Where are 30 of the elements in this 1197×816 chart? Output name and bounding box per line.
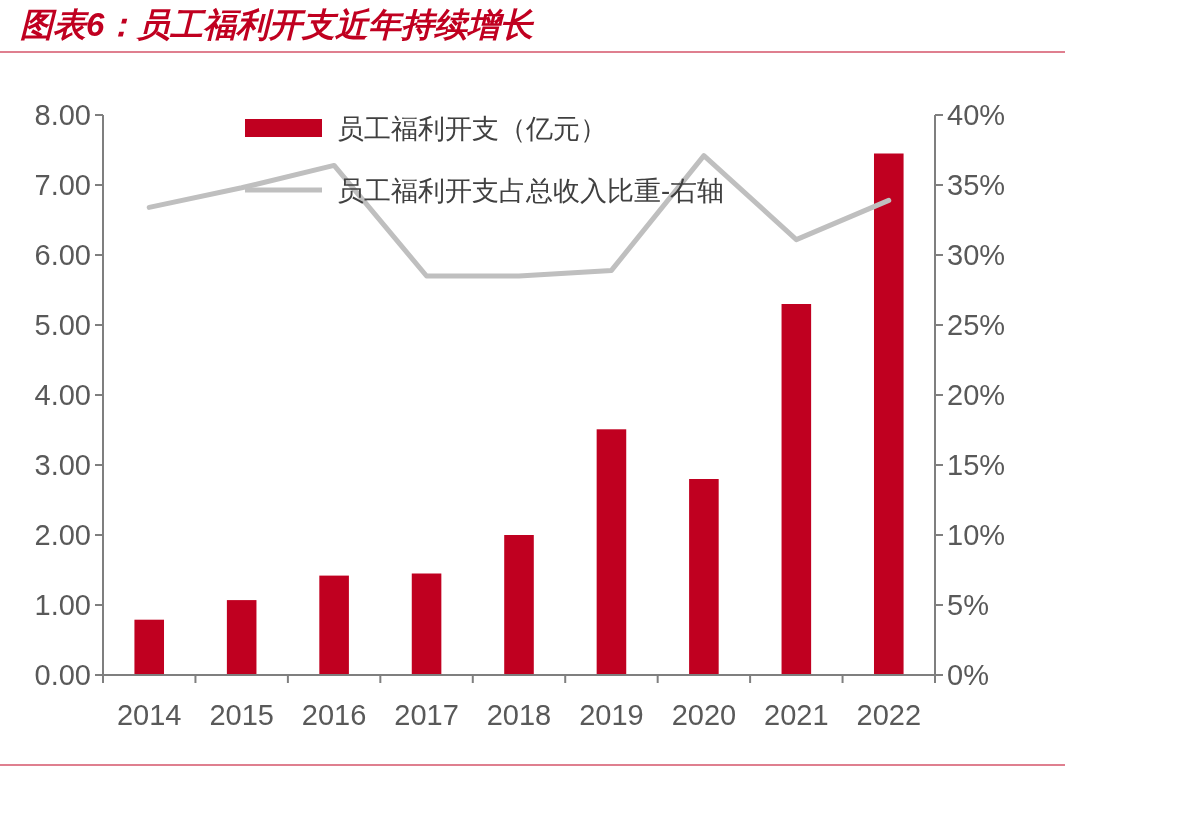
y-tick-label: 7.00 — [34, 169, 91, 201]
y2-tick-label: 40% — [947, 99, 1006, 131]
y2-tick-label: 30% — [947, 239, 1006, 271]
x-tick-label: 2014 — [116, 699, 182, 731]
y2-tick-label: 5% — [947, 589, 989, 621]
y-tick-label: 2.00 — [34, 519, 91, 551]
x-tick-label: 2021 — [764, 699, 829, 731]
y2-tick-label: 0% — [947, 659, 989, 691]
y-tick-label: 1.00 — [34, 589, 91, 621]
y2-tick-label: 35% — [947, 169, 1006, 201]
x-tick-label: 2015 — [209, 699, 274, 731]
x-tick-label: 2020 — [671, 699, 737, 731]
y-tick-label: 3.00 — [34, 449, 91, 481]
y-tick-label: 0.00 — [34, 659, 91, 691]
legend-label: 员工福利开支（亿元） — [337, 113, 607, 144]
y2-tick-label: 10% — [947, 519, 1006, 551]
chart-title: 图表6：员工福利开支近年持续增长 — [20, 6, 536, 43]
y-tick-label: 5.00 — [34, 309, 91, 341]
x-tick-label: 2022 — [856, 699, 922, 731]
y2-tick-label: 25% — [947, 309, 1006, 341]
x-tick-label: 2016 — [301, 699, 367, 731]
y-tick-label: 6.00 — [34, 239, 91, 271]
y2-tick-label: 20% — [947, 379, 1006, 411]
x-tick-label: 2017 — [394, 699, 459, 731]
x-tick-label: 2018 — [486, 699, 552, 731]
y-tick-label: 8.00 — [34, 99, 91, 131]
y-tick-label: 4.00 — [34, 379, 91, 411]
x-tick-label: 2019 — [579, 699, 644, 731]
y2-tick-label: 15% — [947, 449, 1006, 481]
legend-label: 员工福利开支占总收入比重-右轴 — [337, 175, 725, 206]
